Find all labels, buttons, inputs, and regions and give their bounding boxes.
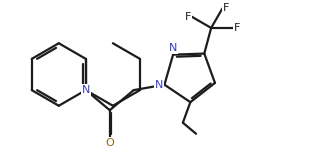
Text: F: F <box>234 23 240 33</box>
Text: N: N <box>82 85 90 95</box>
Text: N: N <box>169 43 177 53</box>
Text: F: F <box>223 3 229 13</box>
Text: N: N <box>155 80 163 90</box>
Text: F: F <box>185 12 192 22</box>
Text: O: O <box>105 138 114 148</box>
